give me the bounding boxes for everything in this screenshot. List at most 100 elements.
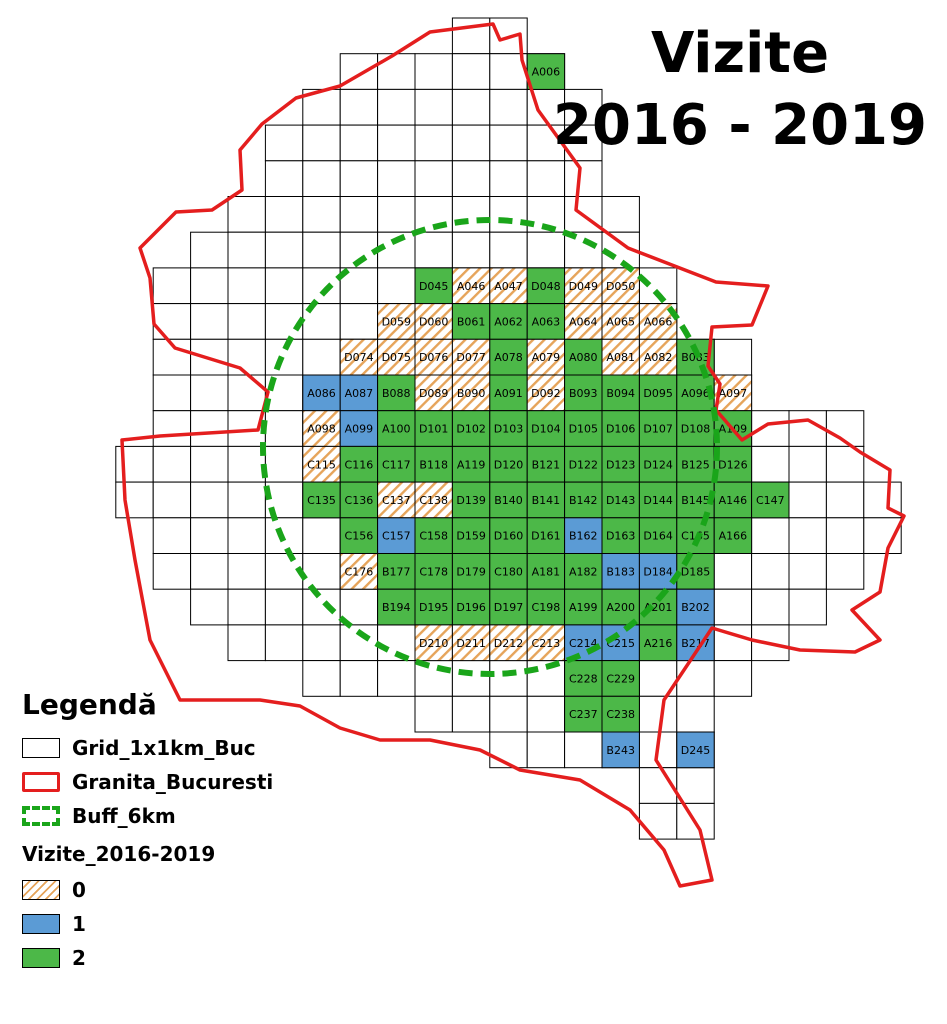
grid-cell — [825, 517, 865, 554]
grid-cell — [825, 553, 865, 590]
grid-cell — [451, 231, 491, 269]
grid-cell — [190, 517, 229, 554]
grid-cell — [190, 267, 229, 305]
cell-label: B125 — [681, 458, 710, 471]
grid-cell — [152, 374, 192, 412]
grid-cell — [264, 588, 304, 626]
grid-cell — [377, 660, 416, 697]
cell-label: D163 — [606, 530, 635, 543]
visit-cell — [526, 410, 566, 447]
grid-cell — [264, 124, 304, 162]
cell-label: A091 — [494, 387, 523, 400]
visit-cell — [377, 517, 416, 554]
grid-cell — [115, 481, 154, 519]
legend-item-class-1: 1 — [22, 907, 273, 941]
grid-cell — [190, 481, 229, 519]
cell-label: B094 — [606, 387, 635, 400]
grid-cell — [264, 445, 304, 483]
grid-cell — [751, 553, 790, 590]
cell-label: B118 — [419, 458, 448, 471]
grid-cell — [264, 160, 304, 198]
visit-cell — [451, 481, 491, 519]
grid-cell — [713, 660, 753, 697]
legend-item-class-2: 2 — [22, 941, 273, 975]
cell-label: C229 — [606, 672, 635, 685]
legend-item-grid: Grid_1x1km_Buc — [22, 731, 273, 765]
visit-cell — [414, 517, 453, 554]
cell-label: C198 — [532, 601, 561, 614]
cell-label: C117 — [382, 458, 411, 471]
cell-label: D107 — [643, 423, 672, 436]
grid-cell — [302, 624, 341, 662]
visit-cell — [489, 338, 528, 376]
visit-cell — [676, 410, 715, 447]
cell-label: D104 — [531, 423, 560, 436]
grid-cell — [339, 660, 379, 697]
cell-label: D092 — [531, 387, 560, 400]
cell-label: A064 — [569, 315, 598, 328]
cell-label: B162 — [569, 530, 598, 543]
blue-swatch-icon — [22, 914, 60, 934]
cell-label: B140 — [494, 494, 523, 507]
grid-cell — [152, 445, 192, 483]
visit-cell — [601, 445, 640, 483]
visit-cell — [302, 410, 341, 447]
visit-cell — [564, 303, 603, 340]
grid-cell — [601, 196, 640, 233]
grid-cell — [339, 124, 379, 162]
visit-cell — [339, 481, 379, 519]
grid-cell — [152, 517, 192, 554]
grid-cell — [713, 338, 753, 376]
legend-item-class-0: 0 — [22, 873, 273, 907]
grid-cell — [264, 267, 304, 305]
legend-grid-label: Grid_1x1km_Buc — [72, 736, 256, 760]
cell-label: D195 — [419, 601, 448, 614]
boundary-swatch-icon — [22, 772, 60, 792]
grid-cell — [451, 695, 491, 733]
grid-cell — [227, 303, 266, 340]
visit-cell — [339, 445, 379, 483]
cell-label: C138 — [419, 494, 448, 507]
cell-label: C137 — [382, 494, 411, 507]
cell-label: C156 — [345, 530, 374, 543]
visit-cell — [451, 303, 491, 340]
grid-cell — [863, 517, 902, 554]
grid-cell — [489, 731, 528, 769]
cell-labels-layer: A006 D045 A046 A047 D048 D049 D050 D059 D060 B061… — [307, 66, 784, 757]
grid-cell — [451, 196, 491, 233]
map-title-line2: 2016 - 2019 — [553, 93, 927, 158]
cell-label: A097 — [719, 387, 748, 400]
visit-cell — [377, 588, 416, 626]
cell-label: B093 — [569, 387, 598, 400]
cell-label: A119 — [457, 458, 486, 471]
visit-cell — [489, 445, 528, 483]
cell-label: D159 — [456, 530, 485, 543]
cell-label: C116 — [345, 458, 374, 471]
visit-cell — [526, 338, 566, 376]
cell-label: D045 — [419, 280, 448, 293]
grid-cell — [788, 517, 827, 554]
grid-cell — [564, 231, 603, 269]
grid-cell — [377, 124, 416, 162]
grid-cell — [526, 160, 566, 198]
cell-label: D105 — [569, 423, 598, 436]
grid-cell — [564, 731, 603, 769]
cell-label: C135 — [307, 494, 336, 507]
grid-cell — [302, 553, 341, 590]
cell-label: A065 — [606, 315, 635, 328]
cell-label: B194 — [382, 601, 411, 614]
grid-cell — [190, 410, 229, 447]
visit-cell — [414, 338, 453, 376]
cell-label: C178 — [419, 565, 448, 578]
grid-cell — [264, 410, 304, 447]
cell-label: A146 — [719, 494, 748, 507]
grid-cell — [788, 553, 827, 590]
buffer-6km-circle — [260, 217, 720, 677]
visit-cell — [676, 624, 715, 662]
grid-cell — [713, 553, 753, 590]
grid-cell — [227, 445, 266, 483]
grid-cell — [302, 660, 341, 697]
visit-cell — [713, 374, 753, 412]
grid-cell — [414, 231, 453, 269]
visit-cell — [489, 517, 528, 554]
